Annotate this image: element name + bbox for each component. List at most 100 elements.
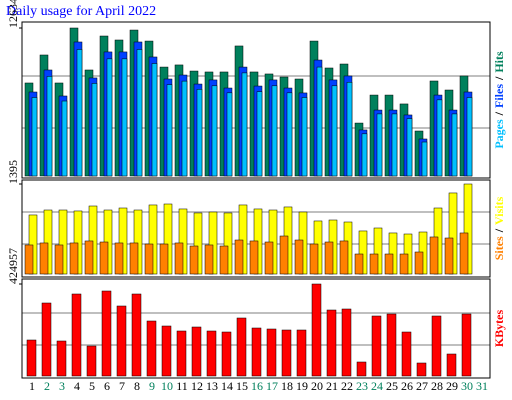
bar [346,82,353,177]
bar [26,339,37,377]
bar [69,242,79,275]
bar [354,253,364,275]
bar [309,243,319,275]
x-tick-label: 15 [236,379,248,393]
bar [429,236,439,275]
bar [71,293,82,377]
bar [341,308,352,377]
legend: Sites / Visits [492,196,506,260]
x-tick-label: 20 [311,379,323,393]
bar [146,320,157,377]
bar [266,328,277,377]
x-tick-label: 4 [74,379,80,393]
bar [116,305,127,377]
bar [446,353,457,377]
bar [46,76,53,177]
bar [241,72,248,177]
bar [129,242,139,275]
y-tick-label: 424957 [6,248,20,284]
bar [361,133,368,177]
bar [176,330,187,377]
bar [324,241,334,275]
bar [416,362,427,377]
bar [251,327,262,377]
bar [414,251,424,275]
bar [271,85,278,177]
bar [196,89,203,177]
legend-separator: / [492,111,506,116]
x-tick-label: 29 [446,379,458,393]
bar [294,239,304,275]
legend-entry: Visits [492,196,506,225]
legend-entry: Hits [492,51,506,73]
bar [406,118,413,177]
bar [421,141,428,177]
bar [311,283,322,377]
x-tick-label: 27 [416,379,428,393]
x-tick-label: 3 [59,379,65,393]
bar [86,345,97,377]
x-tick-label: 30 [461,379,473,393]
bar [99,241,109,275]
bar [41,302,52,377]
bar [466,97,473,177]
bar [221,331,232,377]
bar [326,309,337,377]
bar [159,243,169,275]
bar [236,317,247,377]
bar [234,239,244,275]
bar [386,313,397,377]
bar [56,340,67,377]
x-tick-label: 26 [401,379,413,393]
x-tick-label: 11 [176,379,188,393]
x-tick-label: 14 [221,379,233,393]
panel-frame [21,179,491,278]
bar [316,66,323,177]
legend-separator: / [492,76,506,81]
bar [204,244,214,275]
legend: KBytes [492,310,506,348]
bar [401,331,412,377]
x-tick-label: 6 [104,379,110,393]
bar [461,313,472,377]
bar [191,326,202,377]
bar [356,361,367,377]
bar [384,253,394,275]
x-tick-label: 2 [44,379,50,393]
legend-separator: / [492,228,506,233]
bar [281,329,292,377]
x-tick-label: 18 [281,379,293,393]
bar [301,97,308,177]
y-tick-label: 12634 [6,0,20,28]
x-tick-label: 19 [296,379,308,393]
x-tick-label: 25 [386,379,398,393]
bar [121,58,128,177]
bar [279,235,289,275]
legend-entry: Sites [492,236,506,260]
bar [286,92,293,177]
bar [24,244,34,275]
bar [219,245,229,275]
x-tick-label: 1 [29,379,35,393]
bar [444,237,454,275]
bar [371,315,382,377]
x-tick-label: 9 [149,379,155,393]
x-tick-label: 5 [89,379,95,393]
bar [376,113,383,177]
bar [431,315,442,377]
bar [76,49,83,177]
panel-frame [21,278,491,379]
bar [436,99,443,177]
bar [256,91,263,177]
legend-entry: Files [492,84,506,108]
x-tick-label: 31 [476,379,488,393]
bar [31,97,38,177]
bar [451,113,458,177]
bar [296,329,307,377]
bar [181,80,188,177]
bar [101,290,112,377]
bar [39,242,49,275]
legend-entry: Pages [492,119,506,149]
bar [54,244,64,275]
x-tick-label: 12 [191,379,203,393]
